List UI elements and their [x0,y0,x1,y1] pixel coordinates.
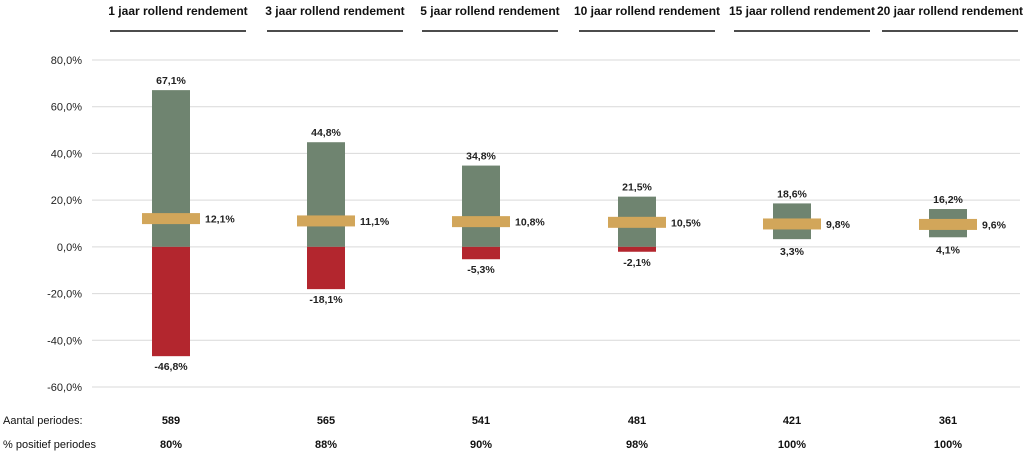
bars [142,90,977,357]
average-marker [142,213,200,225]
bar-min [307,246,345,290]
label-average: 11,1% [360,216,390,228]
label-min: 4,1% [936,244,961,256]
footer-value: 100% [778,439,806,451]
bar-min [462,246,500,260]
label-max: 16,2% [933,194,963,206]
footer-value: 98% [626,439,648,451]
footer-value: 565 [317,415,335,427]
bar-max [307,142,345,247]
bar-min [152,246,190,357]
label-average: 12,1% [205,214,235,226]
gridlines [92,59,1020,388]
column-header: 5 jaar rollend rendement [420,4,559,18]
label-average: 10,5% [671,217,701,229]
label-max: 21,5% [622,182,652,194]
y-axis: 80,0% 60,0% 40,0% 20,0% 0,0% -20,0% -40,0% -60,… [47,55,82,394]
label-min: -46,8% [154,361,188,373]
footer-value: 421 [783,415,801,427]
column-header: 10 jaar rollend rendement [574,4,720,18]
footer-value: 541 [472,415,490,427]
column-header: 1 jaar rollend rendement [108,4,247,18]
column-header: 3 jaar rollend rendement [265,4,404,18]
footer-table: Aantal periodes: 589 565 541 481 421 361 % posi… [3,415,962,451]
label-max: 67,1% [156,75,186,87]
label-min: -5,3% [467,264,495,276]
bar-min [618,246,656,252]
y-tick-label: -20,0% [47,289,82,301]
label-max: 44,8% [311,127,341,139]
footer-value: 100% [934,439,962,451]
data-labels: 67,1% -46,8% 12,1% 44,8% -18,1% 11,1% 34,8% -5,… [154,75,1006,373]
average-marker [919,218,977,230]
y-tick-label: 40,0% [51,148,82,160]
average-marker [608,216,666,228]
y-tick-label: 80,0% [51,55,82,67]
label-min: 3,3% [780,246,805,258]
label-average: 9,8% [826,219,851,231]
footer-row-label: % positief periodes [3,439,96,451]
bar-max [462,165,500,247]
label-average: 9,6% [982,219,1007,231]
label-max: 34,8% [466,151,496,163]
y-tick-label: -40,0% [47,335,82,347]
label-min: -18,1% [309,294,343,306]
footer-value: 88% [315,439,337,451]
average-marker [297,215,355,227]
label-average: 10,8% [515,217,545,229]
footer-value: 589 [162,415,180,427]
label-max: 18,6% [777,188,807,200]
y-tick-label: 20,0% [51,195,82,207]
y-tick-label: -60,0% [47,382,82,394]
footer-value: 80% [160,439,182,451]
footer-value: 481 [628,415,646,427]
footer-row-label: Aantal periodes: [3,415,83,427]
average-marker [452,216,510,228]
footer-value: 90% [470,439,492,451]
footer-value: 361 [939,415,957,427]
average-marker [763,218,821,230]
y-tick-label: 0,0% [57,242,82,254]
column-header: 20 jaar rollend rendement [877,4,1023,18]
column-headers: 1 jaar rollend rendement 3 jaar rollend r… [108,4,1023,32]
label-min: -2,1% [623,257,651,269]
y-tick-label: 60,0% [51,102,82,114]
column-header: 15 jaar rollend rendement [729,4,875,18]
